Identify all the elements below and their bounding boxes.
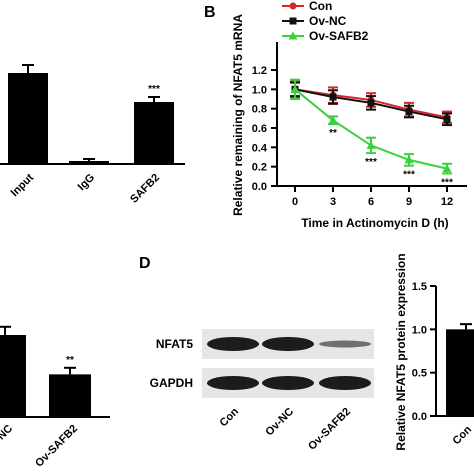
panel-b-significance: *** <box>441 177 453 188</box>
panel-label-d: D <box>139 255 151 272</box>
panel-d-quant-bar-con <box>446 329 474 416</box>
blot-band-nfat5-ov-nc <box>262 337 314 351</box>
panel-a-x-tick-label: Input <box>9 171 37 199</box>
panel-c-bar-ov-safb2 <box>49 374 91 417</box>
panel-b-legend-label-ov-nc: Ov-NC <box>309 14 347 28</box>
panel-b-y-label: Relative remaining of NFAT5 mRNA <box>231 14 245 216</box>
panel-b-x-tick-label: 3 <box>330 196 336 208</box>
blot-lane-label: Con <box>218 405 242 429</box>
panel-a-significance: *** <box>148 84 160 95</box>
panel-b-point-ov-nc <box>443 115 451 123</box>
blot-band-gapdh-ov-safb2 <box>319 376 371 390</box>
panel-b-significance: *** <box>365 157 377 168</box>
panel-b-point-ov-safb2 <box>290 84 300 93</box>
panel-b-point-ov-safb2 <box>366 140 376 149</box>
panel-b-y-tick-label: 0.6 <box>252 123 267 135</box>
blot-band-nfat5-ov-safb2 <box>319 340 371 348</box>
panel-b-point-ov-nc <box>329 93 337 101</box>
panel-c-x-tick-label: Ov-SAFB2 <box>33 423 80 470</box>
blot-lane-label: Ov-SAFB2 <box>306 406 353 453</box>
panel-b-point-ov-safb2 <box>442 164 452 173</box>
panel-d-quant-x-tick-label: Con <box>451 423 474 447</box>
panel-a-x-tick-label: IgG <box>76 172 97 193</box>
panel-b-y-tick-label: 0.2 <box>252 162 267 174</box>
panel-b-line-chart: Time in Actinomycin D (h) Relative remai… <box>231 0 467 230</box>
panel-label-b: B <box>204 4 216 21</box>
panel-b-point-ov-safb2 <box>404 155 414 164</box>
panel-b-legend-marker-ov-nc <box>289 17 297 25</box>
panel-b-x-tick-label: 12 <box>441 196 453 208</box>
panel-b-y-tick-label: 0.4 <box>252 142 268 154</box>
panel-b-legend-label-ov-safb2: Ov-SAFB2 <box>309 29 369 43</box>
panel-a-bar-chart: Input IgG *** SAFB2 <box>0 64 185 206</box>
panel-b-x-tick-label: 9 <box>406 196 412 208</box>
panel-a-bar-igg <box>69 161 109 164</box>
panel-a-x-tick-label: SAFB2 <box>128 172 162 206</box>
panel-d-quant-y-label: Relative NFAT5 protein expression <box>394 253 408 450</box>
panel-d-quant-y-tick-label: 1.5 <box>412 281 427 293</box>
panel-d-western-blot: NFAT5 GAPDH Con Ov-NC Ov-SAFB2 <box>150 329 374 453</box>
panel-d-quant-y-tick-label: 1.0 <box>412 324 427 336</box>
panel-b-legend-label-con: Con <box>309 0 332 13</box>
blot-band-nfat5-con <box>207 337 259 351</box>
panel-b-x-label: Time in Actinomycin D (h) <box>301 216 448 230</box>
panel-a-bar-safb2 <box>134 102 174 164</box>
panel-b-point-ov-nc <box>405 108 413 116</box>
blot-band-gapdh-con <box>207 376 259 390</box>
panel-b-y-tick-label: 0.8 <box>252 104 267 116</box>
panel-b-significance: *** <box>403 170 415 181</box>
panel-b-legend-marker-con <box>289 2 297 10</box>
blot-band-gapdh-ov-nc <box>262 376 314 390</box>
panel-b-significance: ** <box>329 128 337 139</box>
panel-c-x-tick-label: NC <box>0 423 15 443</box>
panel-a-bar-input <box>8 73 48 164</box>
panel-b-point-ov-safb2 <box>328 115 338 124</box>
panel-d-quant-chart: Relative NFAT5 protein expression 0.0 0.5… <box>394 253 474 451</box>
panel-d-quant-y-tick-label: 0.5 <box>412 368 427 380</box>
panel-d-quant-y-tick-label: 0.0 <box>412 411 427 423</box>
panel-b-point-ov-nc <box>367 99 375 107</box>
panel-b-x-tick-label: 0 <box>292 196 298 208</box>
blot-row-label-gapdh: GAPDH <box>150 376 193 390</box>
panel-c-bar-ov-nc <box>0 335 26 417</box>
panel-b-x-tick-label: 6 <box>368 196 374 208</box>
panel-b-y-tick-label: 1.2 <box>252 65 267 77</box>
blot-row-label-nfat5: NFAT5 <box>156 337 193 351</box>
panel-c-significance: ** <box>66 355 74 366</box>
panel-b-legend-marker-ov-safb2 <box>288 31 298 40</box>
blot-lane-label: Ov-NC <box>263 406 296 439</box>
panel-b-y-tick-label: 1.0 <box>252 84 267 96</box>
panel-c-bar-chart: NC ** Ov-SAFB2 <box>0 325 110 470</box>
panel-b-y-tick-label: 0.0 <box>252 181 267 193</box>
